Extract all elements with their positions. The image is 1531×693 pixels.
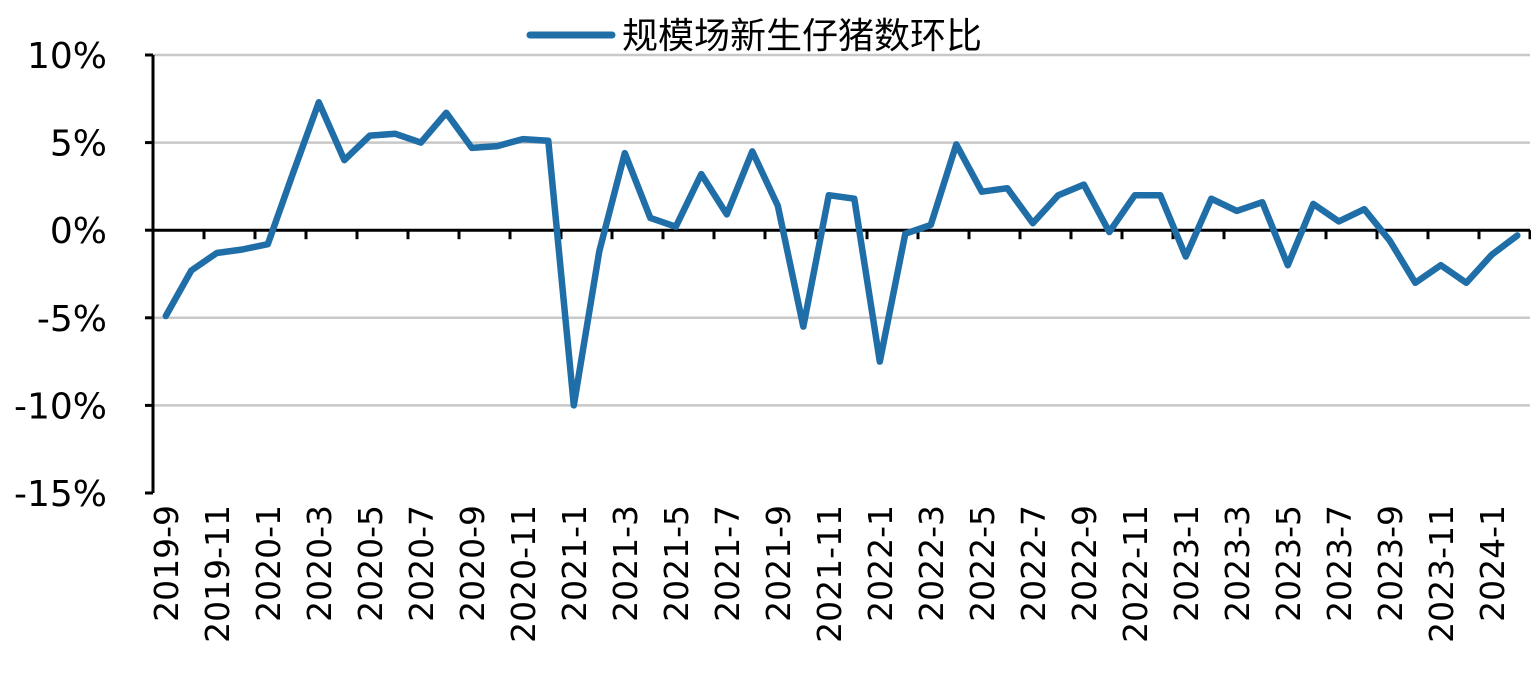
x-tick-label: 2020-1	[249, 505, 288, 622]
x-tick-label: 2021-5	[657, 505, 696, 622]
series-line	[162, 99, 1521, 409]
x-tick-label: 2023-1	[1167, 505, 1206, 622]
y-tick-label: 0%	[50, 211, 107, 252]
x-axis: 2019-9 2019-11 2020-1 2020-3 2020-5 2020-7 202…	[147, 228, 1531, 643]
x-tick-label: 2022-3	[912, 505, 951, 622]
y-axis: 10% 5% 0% -5% -10% -15%	[14, 36, 155, 515]
x-tick-label: 2019-9	[147, 505, 186, 622]
series-layer	[162, 99, 1521, 409]
y-tick-label: -5%	[37, 299, 107, 340]
x-tick-label: 2022-1	[861, 505, 900, 622]
x-tick-label: 2024-1	[1473, 505, 1512, 622]
x-tick-label: 2022-9	[1065, 505, 1104, 622]
x-tick-label: 2023-5	[1269, 505, 1308, 622]
y-tick-label: -15%	[14, 474, 107, 515]
x-tick-label: 2021-11	[810, 505, 849, 643]
y-tick-label: 5%	[50, 124, 107, 165]
x-tick-label: 2021-9	[759, 505, 798, 622]
x-tick-label: 2022-5	[963, 505, 1002, 622]
x-tick-label: 2021-1	[555, 505, 594, 622]
x-tick-label: 2022-11	[1116, 505, 1155, 643]
x-tick-label: 2022-7	[1014, 505, 1053, 622]
x-tick-label: 2020-3	[300, 505, 339, 622]
y-tick-label: -10%	[14, 386, 107, 427]
y-tick-label: 10%	[27, 36, 107, 77]
x-tick-label: 2023-9	[1371, 505, 1410, 622]
x-tick-label: 2020-9	[453, 505, 492, 622]
x-tick-label: 2021-7	[708, 505, 747, 622]
x-tick-label: 2020-5	[351, 505, 390, 622]
x-tick-label: 2021-3	[606, 505, 645, 622]
x-tick-label: 2023-7	[1320, 505, 1359, 622]
legend-label: 规模场新生仔猪数环比	[622, 16, 982, 57]
x-tick-label: 2020-7	[402, 505, 441, 622]
gridlines	[153, 53, 1530, 407]
x-tick-label: 2023-11	[1422, 505, 1461, 643]
x-tick-label: 2020-11	[504, 505, 543, 643]
legend: 规模场新生仔猪数环比	[526, 16, 982, 57]
x-tick-label: 2019-11	[198, 505, 237, 643]
x-tick-label: 2023-3	[1218, 505, 1257, 622]
